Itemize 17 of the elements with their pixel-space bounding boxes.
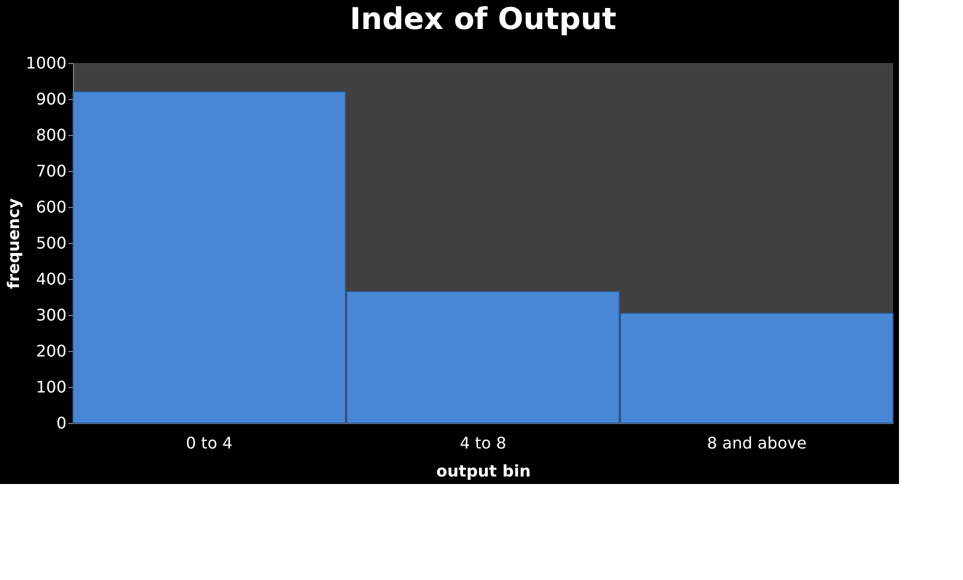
y-axis-title: frequency — [4, 198, 23, 289]
y-tick-label: 300 — [36, 306, 66, 324]
y-tick-label: 700 — [36, 162, 66, 180]
y-tick-label: 100 — [36, 378, 66, 396]
chart-title: Index of Output — [350, 2, 616, 37]
y-tick-label: 200 — [36, 342, 66, 360]
y-tick-label: 600 — [36, 198, 66, 216]
x-tick-label: 0 to 4 — [186, 434, 233, 452]
x-tick-label: 4 to 8 — [460, 434, 506, 452]
y-tick-label: 1000 — [26, 54, 66, 72]
y-tick-label: 500 — [36, 234, 66, 252]
y-tick-label: 0 — [56, 414, 66, 432]
y-tick-label: 800 — [36, 126, 66, 144]
y-tick-label: 400 — [36, 270, 66, 288]
x-axis-title: output bin — [436, 462, 531, 480]
y-tick-label: 900 — [36, 90, 66, 108]
x-tick-label: 8 and above — [707, 434, 807, 452]
